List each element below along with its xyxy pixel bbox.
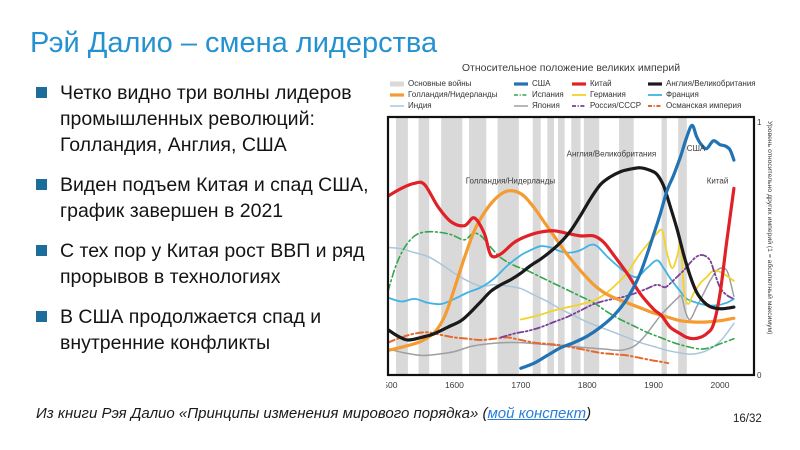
legend-swatch-icon bbox=[572, 104, 586, 107]
legend-label: США bbox=[532, 79, 551, 88]
y-tick-label: 1 bbox=[757, 118, 762, 127]
war-band bbox=[661, 118, 667, 375]
chart-annotation: Голландия/Нидерланды bbox=[466, 176, 556, 185]
bullet-item: Четко видно три волны лидеров промышленн… bbox=[34, 80, 378, 158]
y-tick-label: 0 bbox=[757, 371, 762, 380]
legend-item: Индия bbox=[390, 101, 514, 110]
bullet-square-icon bbox=[36, 311, 47, 322]
footer-link[interactable]: мой конспект bbox=[487, 405, 587, 422]
series-line bbox=[389, 230, 735, 350]
footer-text-suffix: ) bbox=[586, 405, 592, 422]
bullet-item: Виден подъем Китая и спад США, график за… bbox=[34, 172, 378, 224]
legend-label: Германия bbox=[590, 90, 626, 99]
legend-swatch-icon bbox=[514, 93, 528, 96]
war-band bbox=[547, 118, 554, 375]
bullet-item: С тех пор у Китая рост ВВП и ряд прорыво… bbox=[34, 238, 378, 290]
legend-label: Основные войны bbox=[408, 79, 472, 88]
series-line bbox=[389, 166, 736, 342]
legend-label: Голландия/Нидерланды bbox=[408, 90, 498, 99]
series-line bbox=[389, 180, 736, 341]
bullet-item: В США продолжается спад и внутренние кон… bbox=[34, 304, 378, 356]
legend-label: Османская империя bbox=[666, 101, 742, 110]
slide-title: Рэй Далио – смена лидерства bbox=[30, 27, 438, 59]
chart-title: Относительное положение великих империй bbox=[461, 62, 681, 74]
legend-swatch-icon bbox=[514, 81, 528, 86]
legend-label: Япония bbox=[532, 101, 560, 110]
legend-swatch-icon bbox=[648, 104, 662, 107]
legend-swatch-icon bbox=[390, 92, 404, 97]
legend-item: Франция bbox=[648, 90, 760, 99]
series-line bbox=[389, 267, 735, 357]
legend-label: Россия/СССР bbox=[590, 101, 642, 110]
legend-item: США bbox=[514, 79, 572, 88]
plot-border bbox=[386, 115, 756, 377]
legend-swatch-icon bbox=[648, 93, 662, 96]
legend-label: Индия bbox=[408, 101, 432, 110]
legend-label: Англия/Великобритания bbox=[666, 79, 756, 88]
bullet-square-icon bbox=[36, 87, 47, 98]
legend-label: Китай bbox=[590, 79, 612, 88]
x-tick-label: 2000 bbox=[711, 380, 730, 390]
page-number: 16/32 bbox=[733, 413, 762, 425]
chart-annotation: США bbox=[687, 144, 706, 153]
legend-swatch-icon bbox=[390, 81, 404, 86]
bullet-square-icon bbox=[36, 179, 47, 190]
chart-annotation: Китай bbox=[707, 176, 729, 185]
legend-item: Основные войны bbox=[390, 79, 514, 88]
bullet-square-icon bbox=[36, 245, 47, 256]
chart-legend: Основные войны США Китай Англия/Великобрита… bbox=[390, 79, 760, 110]
series-line bbox=[389, 243, 735, 307]
series-line bbox=[389, 189, 736, 352]
legend-item: Испания bbox=[514, 90, 572, 99]
legend-label: Франция bbox=[666, 90, 699, 99]
war-band bbox=[619, 118, 634, 375]
x-tick-label: 1700 bbox=[511, 380, 530, 390]
legend-swatch-icon bbox=[572, 93, 586, 96]
bullet-text: В США продолжается спад и внутренние кон… bbox=[60, 306, 322, 354]
y-axis-label: Уровень относительно других империй (1 =… bbox=[766, 121, 774, 334]
series-line bbox=[519, 228, 735, 321]
legend-swatch-icon bbox=[572, 81, 586, 86]
war-band bbox=[469, 118, 487, 375]
series-line bbox=[519, 123, 736, 370]
legend-item: Япония bbox=[514, 101, 572, 110]
legend-swatch-icon bbox=[390, 104, 404, 107]
legend-item: Германия bbox=[572, 90, 648, 99]
bullet-text: Виден подъем Китая и спад США, график за… bbox=[60, 174, 369, 222]
legend-swatch-icon bbox=[514, 104, 528, 107]
empires-chart: Относительное положение великих империй … bbox=[386, 62, 786, 395]
legend-item: Англия/Великобритания bbox=[648, 79, 760, 88]
legend-item: Османская империя bbox=[648, 101, 760, 110]
war-band bbox=[571, 118, 581, 375]
x-tick-label: 1600 bbox=[445, 380, 464, 390]
bullet-list: Четко видно три волны лидеров промышленн… bbox=[34, 80, 378, 370]
war-band bbox=[583, 118, 600, 375]
bullet-text: Четко видно три волны лидеров промышленн… bbox=[60, 82, 352, 156]
legend-item: Голландия/Нидерланды bbox=[390, 90, 514, 99]
chart-annotation: Англия/Великобритания bbox=[567, 149, 657, 158]
legend-swatch-icon bbox=[648, 81, 662, 86]
bullet-text: С тех пор у Китая рост ВВП и ряд прорыво… bbox=[60, 240, 365, 288]
footer-note: Из книги Рэя Далио «Принципы изменения м… bbox=[36, 405, 591, 422]
x-tick-label: 1800 bbox=[578, 380, 597, 390]
series-line bbox=[389, 246, 735, 355]
legend-item: Россия/СССР bbox=[572, 101, 648, 110]
legend-item: Китай bbox=[572, 79, 648, 88]
war-band bbox=[418, 118, 430, 375]
war-band bbox=[395, 118, 408, 375]
legend-label: Испания bbox=[532, 90, 564, 99]
series-line bbox=[500, 254, 735, 339]
empires-chart-svg: Голландия/Нидерланды Англия/Великобритани… bbox=[386, 115, 774, 390]
x-tick-label: 1900 bbox=[644, 380, 663, 390]
x-tick-label: 1500 bbox=[386, 380, 398, 390]
footer-text: Из книги Рэя Далио «Принципы изменения м… bbox=[36, 405, 488, 422]
